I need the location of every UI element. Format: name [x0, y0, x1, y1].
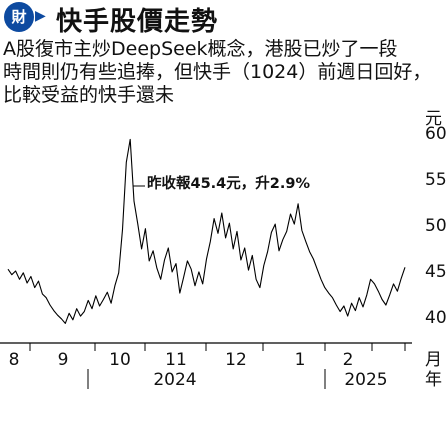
article-line: 比較受益的快手還未 — [3, 84, 175, 106]
x-year-label: 2024 — [153, 370, 196, 390]
article-line: 時間則仍有些追捧，但快手（1024）前週日回好， — [3, 61, 432, 83]
y-tick-label: 50 — [425, 216, 447, 236]
x-year-label: 2025 — [344, 370, 387, 390]
x-month-label: 11 — [165, 350, 187, 370]
article-line: A股復市主炒DeepSeek概念，港股已炒了一段 — [3, 38, 398, 60]
price-series — [7, 138, 406, 324]
article-text: A股復市主炒DeepSeek概念，港股已炒了一段 時間則仍有些追捧，但快手（10… — [3, 38, 443, 107]
chevron-right-icon: ▶ — [35, 8, 46, 24]
price-line — [7, 138, 406, 324]
logo-icon: 財 — [4, 2, 34, 32]
x-month-label: 9 — [58, 350, 69, 370]
x-month-label: 1 — [295, 350, 306, 370]
x-month-label: 2 — [343, 350, 354, 370]
price-callout: 昨收報45.4元，升2.9% — [147, 176, 310, 192]
y-unit-label: 元 — [425, 109, 442, 129]
x-unit-label: 月 — [425, 350, 442, 370]
y-tick-label: 55 — [425, 170, 447, 190]
y-tick-label: 60 — [425, 124, 447, 144]
y-axis: 元60 55 50 45 40 — [425, 109, 447, 328]
x-month-label: 12 — [225, 350, 247, 370]
y-tick-label: 40 — [425, 308, 447, 328]
y-tick-label: 45 — [425, 262, 447, 282]
section-title: 快手股價走勢 — [56, 7, 219, 37]
x-month-label: 10 — [109, 350, 131, 370]
x-year-unit-label: 年 — [425, 370, 442, 390]
x-month-label: 8 — [9, 350, 20, 370]
header: 財 ▶ 快手股價走勢 — [0, 0, 448, 37]
